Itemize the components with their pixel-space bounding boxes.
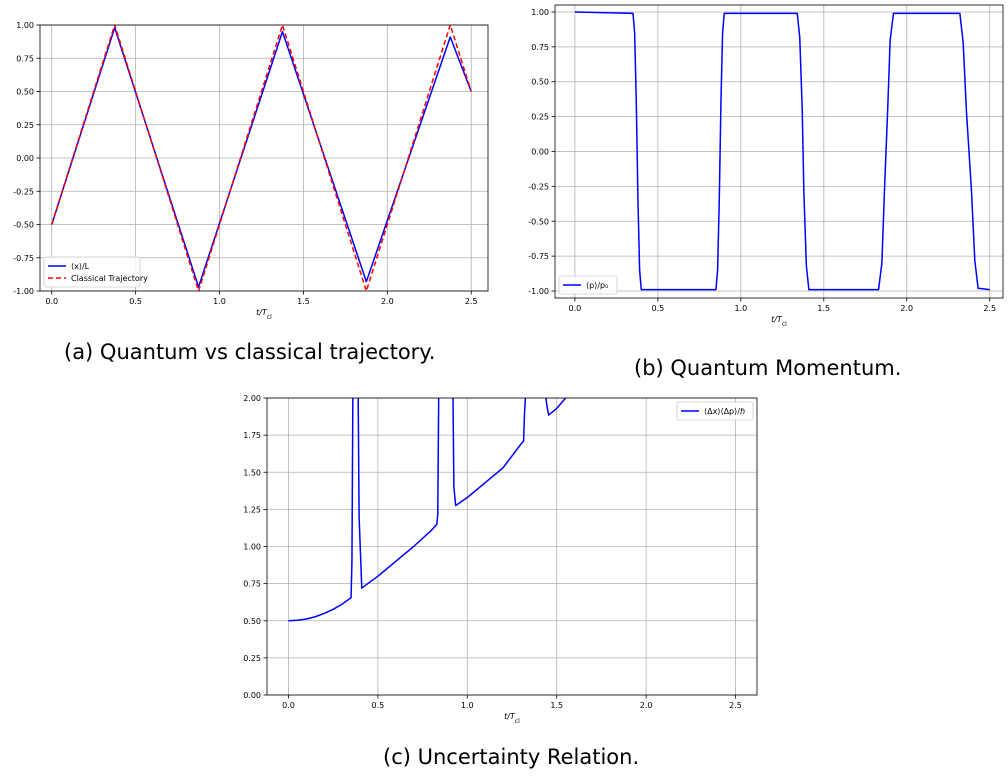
chart-b-ytick-label-0: -1.00 [528,287,549,296]
chart-c-legend-label-0: ⟨Δx⟩⟨Δp⟩/ℏ [704,407,745,416]
caption-b: (b) Quantum Momentum. [634,356,902,380]
chart-c-ytick-label-7: 1.75 [243,431,261,440]
chart-a-ytick-label-3: -0.25 [13,187,34,196]
chart-c-xtick-label-2: 1.0 [461,701,474,710]
chart-c-ytick-label-2: 0.50 [243,617,261,626]
chart-b-legend-label-0: ⟨p⟩/p₀ [586,281,608,290]
chart-b-xtick-label-0: 0.0 [569,304,582,313]
chart-c-legend: ⟨Δx⟩⟨Δp⟩/ℏ [676,401,754,421]
caption-c: (c) Uncertainty Relation. [383,745,640,769]
chart-c-xtick-label-3: 1.5 [550,701,563,710]
chart-c-ytick-label-8: 2.00 [243,394,261,403]
chart-a-legend: ⟨x⟩/L Classical Trajectory [43,256,148,288]
chart-c-xtick-label-0: 0.0 [282,701,295,710]
chart-c-series-line-0-0 [288,398,354,622]
chart-c-svg: 0.0 0.5 1.0 1.5 2.0 2.5 0.00 0.25 0.50 0.75 1.00 1.… [243,394,758,725]
chart-a-xlabel: t/Tcl [256,308,272,321]
chart-panel-c: 0.0 0.5 1.0 1.5 2.0 2.5 0.00 0.25 0.50 0.75 1.00 1.… [240,385,770,730]
chart-a-ytick-label-2: -0.50 [13,221,34,230]
chart-c-ytick-label-4: 1.00 [243,543,261,552]
chart-b-xtick-label-1: 0.5 [652,304,665,313]
chart-panel-a: 0.0 0.5 1.0 1.5 2.0 2.5 -1.00 -0.75 -0.50 -0.25 0.… [0,0,500,321]
chart-b-ytick-label-2: -0.50 [528,217,549,226]
chart-c-xlabel: t/Tcl [504,712,520,725]
chart-c-ytick-label-0: 0.00 [243,691,261,700]
chart-b-legend: ⟨p⟩/p₀ [558,275,618,295]
chart-b-xtick-label-3: 1.5 [817,304,830,313]
chart-a-xtick-label-2: 1.0 [213,297,226,306]
chart-c-xtick-label-1: 0.5 [372,701,385,710]
chart-b-series-line-0-0 [574,11,990,291]
chart-c-series-line-0-1 [357,398,440,589]
chart-a-ytick-label-0: -1.00 [13,287,34,296]
chart-b-ytick-label-5: 0.25 [531,113,549,122]
chart-c-ytick-label-5: 1.25 [243,505,261,514]
chart-a-legend-label-0: ⟨x⟩/L [71,262,90,271]
chart-a-xtick-label-5: 2.5 [465,297,478,306]
chart-a-legend-label-1: Classical Trajectory [71,274,148,283]
chart-b-ytick-label-6: 0.50 [531,78,549,87]
chart-b-svg: 0.0 0.5 1.0 1.5 2.0 2.5 -1.00 -0.75 -0.50 -0.25 0.… [528,4,1004,328]
chart-b-xtick-label-5: 2.5 [983,304,996,313]
chart-c-ytick-label-1: 0.25 [243,654,261,663]
chart-b-ytick-label-1: -0.75 [528,252,549,261]
chart-c-xtick-label-5: 2.5 [729,701,742,710]
chart-c-ytick-label-6: 1.50 [243,468,261,477]
chart-a-ytick-label-8: 1.00 [16,21,34,30]
chart-a-ytick-label-7: 0.75 [16,54,34,63]
chart-a-ytick-label-5: 0.25 [16,121,34,130]
chart-c-series-line-0-3 [545,398,567,416]
chart-c-legend-box [676,401,754,421]
chart-c-series-line-0-2 [452,398,527,507]
chart-a-ytick-label-6: 0.50 [16,88,34,97]
chart-a-legend-box [43,256,141,288]
chart-a-xtick-label-4: 2.0 [381,297,394,306]
chart-b-ytick-label-8: 1.00 [531,8,549,17]
chart-a-xtick-label-3: 1.5 [297,297,310,306]
chart-b-ytick-label-4: 0.00 [531,148,549,157]
chart-a-xtick-label-0: 0.0 [45,297,58,306]
chart-b-ytick-label-7: 0.75 [531,43,549,52]
chart-a-svg: 0.0 0.5 1.0 1.5 2.0 2.5 -1.00 -0.75 -0.50 -0.25 0.… [13,21,489,321]
chart-b-xtick-label-4: 2.0 [900,304,913,313]
chart-a-ytick-label-4: 0.00 [16,154,34,163]
caption-a: (a) Quantum vs classical trajectory. [64,340,436,364]
chart-b-xlabel: t/Tcl [771,315,787,328]
chart-a-series-line-0-0 [51,26,472,288]
chart-a-ytick-label-1: -0.75 [13,254,34,263]
chart-c-ytick-label-3: 0.75 [243,580,261,589]
chart-panel-b: 0.0 0.5 1.0 1.5 2.0 2.5 -1.00 -0.75 -0.50 -0.25 0.… [505,0,1008,340]
chart-b-ytick-label-3: -0.25 [528,182,549,191]
chart-a-xtick-label-1: 0.5 [129,297,142,306]
chart-b-legend-box [558,275,618,295]
chart-b-xtick-label-2: 1.0 [734,304,747,313]
chart-c-xtick-label-4: 2.0 [640,701,653,710]
